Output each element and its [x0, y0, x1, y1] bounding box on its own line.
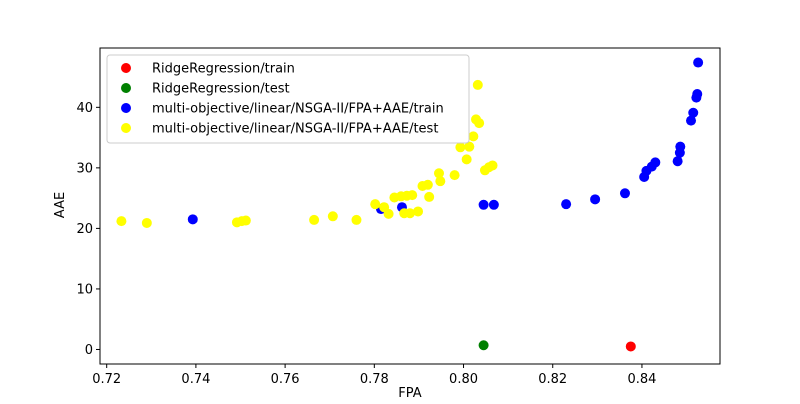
data-point-series2-0: [187, 214, 198, 225]
data-point-series2-16: [688, 107, 699, 118]
data-point-series2-19: [693, 57, 704, 68]
y-tick-label: 0: [85, 343, 93, 358]
data-point-series3-33: [487, 160, 498, 171]
y-tick-label: 40: [76, 101, 93, 116]
data-point-series3-20: [424, 191, 435, 202]
data-point-series2-6: [590, 194, 601, 205]
legend-marker-ridge-test: [121, 83, 131, 93]
y-tick-label: 10: [76, 282, 93, 297]
data-point-series3-24: [455, 142, 466, 153]
data-point-series3-30: [472, 79, 483, 90]
data-point-series3-16: [407, 190, 418, 201]
data-point-series3-4: [240, 215, 251, 226]
data-point-series2-11: [650, 157, 661, 168]
x-axis-ticks: 0.72 0.74 0.76 0.78 0.80 0.82 0.84: [92, 364, 656, 387]
legend-box: [106, 54, 470, 144]
x-tick-label: 0.82: [538, 372, 567, 387]
data-point-series2-4: [488, 199, 499, 210]
data-point-series3-0: [116, 216, 127, 227]
data-point-series3-1: [141, 217, 152, 228]
data-point-series2-5: [561, 199, 572, 210]
data-point-series3-5: [309, 214, 320, 225]
x-tick-label: 0.80: [449, 372, 478, 387]
data-point-series3-29: [474, 118, 485, 129]
legend-label-ridge-train: RidgeRegression/train: [152, 62, 295, 77]
data-point-series3-23: [449, 170, 460, 181]
points-layer: [116, 57, 704, 352]
data-point-series0-0: [625, 341, 636, 352]
data-point-series3-6: [327, 211, 338, 222]
x-tick-label: 0.72: [92, 372, 121, 387]
data-point-series3-17: [413, 206, 424, 217]
data-point-series2-18: [692, 89, 703, 100]
data-point-series2-7: [619, 188, 630, 199]
data-point-series2-3: [478, 199, 489, 210]
data-point-series3-8: [370, 199, 381, 210]
data-point-series3-19: [422, 179, 433, 190]
data-point-series3-7: [351, 214, 362, 225]
data-point-series3-27: [468, 131, 479, 142]
data-point-series2-14: [675, 141, 686, 152]
plot-frame: [99, 47, 721, 365]
legend-marker-nsga-test: [121, 123, 131, 133]
data-point-series3-22: [435, 176, 446, 187]
x-tick-label: 0.74: [181, 372, 210, 387]
legend-marker-ridge-train: [121, 63, 131, 73]
data-point-series2-12: [672, 156, 683, 167]
legend: RidgeRegression/train RidgeRegression/te…: [106, 54, 470, 144]
data-point-series3-26: [464, 141, 475, 152]
y-axis-label: AAE: [53, 192, 68, 218]
data-point-series3-25: [461, 154, 472, 165]
x-tick-label: 0.76: [271, 372, 300, 387]
y-tick-label: 30: [76, 161, 93, 176]
y-tick-label: 20: [76, 222, 93, 237]
x-tick-label: 0.84: [627, 372, 656, 387]
legend-marker-nsga-train: [121, 103, 131, 113]
x-axis-label: FPA: [398, 386, 421, 400]
data-point-series3-21: [433, 168, 444, 179]
legend-label-nsga-train: multi-objective/linear/NSGA-II/FPA+AAE/t…: [152, 102, 444, 117]
data-point-series2-15: [686, 115, 697, 126]
legend-label-nsga-test: multi-objective/linear/NSGA-II/FPA+AAE/t…: [152, 122, 438, 137]
legend-label-ridge-test: RidgeRegression/test: [152, 82, 290, 97]
data-point-series3-15: [405, 208, 415, 219]
y-axis-ticks: 0 10 20 30 40: [76, 101, 100, 358]
data-point-series3-10: [383, 208, 394, 219]
data-point-series1-0: [478, 340, 489, 351]
x-tick-label: 0.78: [360, 372, 389, 387]
